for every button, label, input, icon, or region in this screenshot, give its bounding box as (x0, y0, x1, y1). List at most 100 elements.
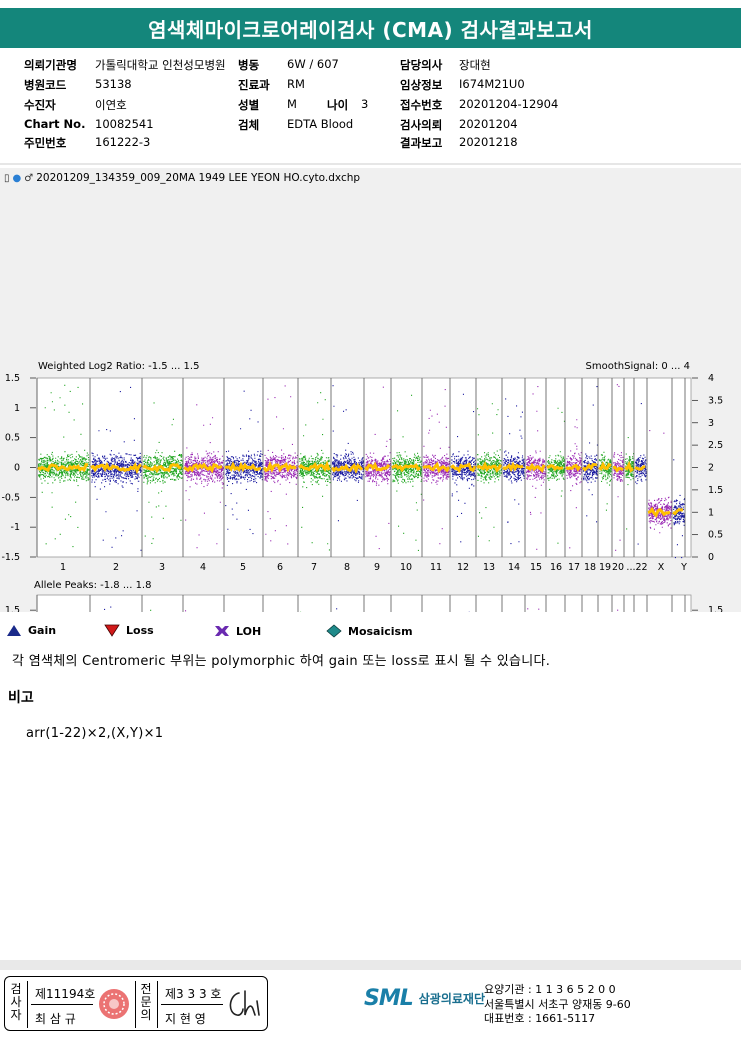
ratio-y-tick: -1 (11, 522, 20, 533)
institution-value: 가톨릭대학교 인천성모병원 (95, 58, 226, 72)
org-logo: SML 삼광의료재단 (364, 986, 485, 1011)
examiner-name: 최 삼 규 (35, 1012, 76, 1026)
specialist-name: 지 현 영 (165, 1012, 206, 1026)
institution-label: 의뢰기관명 (24, 58, 77, 72)
smooth-signal-line (330, 462, 364, 475)
specialist-label: 전문의 (137, 983, 155, 1022)
smooth-signal-line (546, 464, 564, 472)
legend-item-loss: Loss (104, 624, 154, 637)
smooth-signal-line (624, 460, 634, 473)
smooth-signal-line (37, 463, 89, 473)
resident-no-value: 161222-3 (95, 135, 151, 149)
smooth-signal-line (612, 465, 624, 473)
chromosome-label: Y (680, 562, 687, 573)
panel-ratio-right-title: SmoothSignal: 0 ... 4 (586, 361, 690, 372)
request-date-value: 20201204 (459, 117, 518, 131)
examiner-label: 검사자 (7, 983, 25, 1022)
ratio-points (547, 407, 566, 544)
legend: Gain Loss LOH Mosaicism (6, 624, 736, 642)
chromosome-label: 4 (200, 562, 206, 573)
ratio-points-chr (143, 402, 183, 544)
smooth-signal-line (364, 461, 391, 472)
org-mark: SML (364, 986, 414, 1011)
remarks-text: arr(1-22)×2,(X,Y)×1 (26, 726, 164, 741)
ratio-right-tick: 2 (708, 463, 714, 474)
ratio-points-chr (184, 404, 224, 549)
ratio-right-tick: 2.5 (708, 440, 723, 451)
ratio-points (143, 402, 183, 544)
chromosome-label: 5 (240, 562, 246, 573)
chromosome-label: 12 (457, 562, 469, 573)
smooth-signal-line (90, 461, 142, 475)
chromosome-label: 16 (550, 562, 562, 573)
divider-line (31, 1004, 93, 1005)
triangle-down-icon (104, 624, 120, 637)
chromosome-label: 1 (60, 562, 66, 573)
chromosome-label: X (658, 562, 665, 573)
ratio-y-tick: 1.5 (5, 373, 20, 384)
allele-points (150, 609, 152, 611)
patient-label: 수진자 (24, 98, 56, 112)
ratio-right-tick: 3 (708, 418, 714, 429)
male-icon: ♂ (24, 172, 34, 184)
chromosome-label: 15 (530, 562, 542, 573)
smooth-signal-line (634, 464, 646, 471)
smooth-signal-line (502, 461, 524, 473)
chromosome-label: 14 (508, 562, 520, 573)
divider-line (135, 981, 136, 1028)
smooth-signal-line (581, 463, 598, 472)
chromosome-label: 19 (599, 562, 611, 573)
chromosome-label: ...22 (626, 562, 647, 573)
specimen-label: 검체 (238, 118, 260, 132)
legend-label-mosaicism: Mosaicism (348, 624, 413, 638)
department-value: RM (287, 77, 305, 91)
chromosome-label: 13 (483, 562, 495, 573)
smooth-signal-line (525, 462, 546, 473)
centromere-note: 각 염색체의 Centromeric 부위는 polymorphic 하여 ga… (12, 654, 551, 669)
ratio-points (392, 394, 423, 551)
divider (0, 163, 741, 165)
legend-item-mosaicism: Mosaicism (326, 624, 413, 638)
ratio-points-chr (648, 430, 673, 534)
legend-label-gain: Gain (28, 624, 57, 637)
org-info: 요양기관 : 1 1 3 6 5 2 0 0 서울특별시 서초구 양재동 9-6… (484, 983, 631, 1027)
chart-no-value: 10082541 (95, 117, 154, 131)
loh-icon (215, 626, 229, 636)
divider-line (27, 981, 28, 1028)
smooth-signal-line (391, 463, 421, 473)
sex-label: 성별 (238, 98, 260, 112)
ratio-right-tick: 3.5 (708, 395, 723, 406)
age-value: 3 (361, 97, 369, 111)
file-title: ▯ ● ♂ 20201209_134359_009_20MA 1949 LEE … (4, 172, 360, 184)
signature-icon (229, 990, 260, 1016)
chromosome-label: 8 (344, 562, 350, 573)
org-phone: 대표번호 : 1661-5117 (484, 1012, 596, 1025)
allele-points (336, 608, 338, 610)
ratio-points-chr (392, 394, 423, 551)
hospital-code-value: 53138 (95, 77, 132, 91)
report-title: 염색체마이크로어레이검사 (CMA) 검사결과보고서 (0, 8, 741, 48)
legend-item-loh: LOH (214, 624, 261, 638)
chromosome-label: 6 (277, 562, 283, 573)
ratio-right-tick: 0.5 (708, 530, 723, 541)
seal-icon (99, 989, 129, 1019)
panel-allele-title: Allele Peaks: -1.8 ... 1.8 (34, 580, 151, 591)
chart-no-label: Chart No. (24, 117, 86, 131)
drop-icon: ● (12, 172, 22, 184)
ward-label: 병동 (238, 58, 260, 72)
smooth-signal-line (262, 461, 297, 473)
chromosome-label: 11 (430, 562, 442, 573)
smooth-signal-line (565, 463, 582, 472)
age-label: 나이 (327, 98, 349, 112)
allele-points (104, 606, 112, 610)
ratio-points (451, 393, 477, 543)
chromosome-label: 3 (159, 562, 165, 573)
department-label: 진료과 (238, 78, 270, 92)
ratio-points (648, 430, 673, 534)
ratio-points-chr (583, 386, 599, 523)
ratio-right-tick: 1.5 (708, 485, 723, 496)
examiner-label-text: 검사자 (10, 982, 22, 1022)
doctor-value: 장대현 (459, 58, 491, 72)
ratio-points (583, 386, 599, 523)
cma-chart: Weighted Log2 Ratio: -1.5 ... 1.5 SmoothS… (1, 361, 723, 612)
